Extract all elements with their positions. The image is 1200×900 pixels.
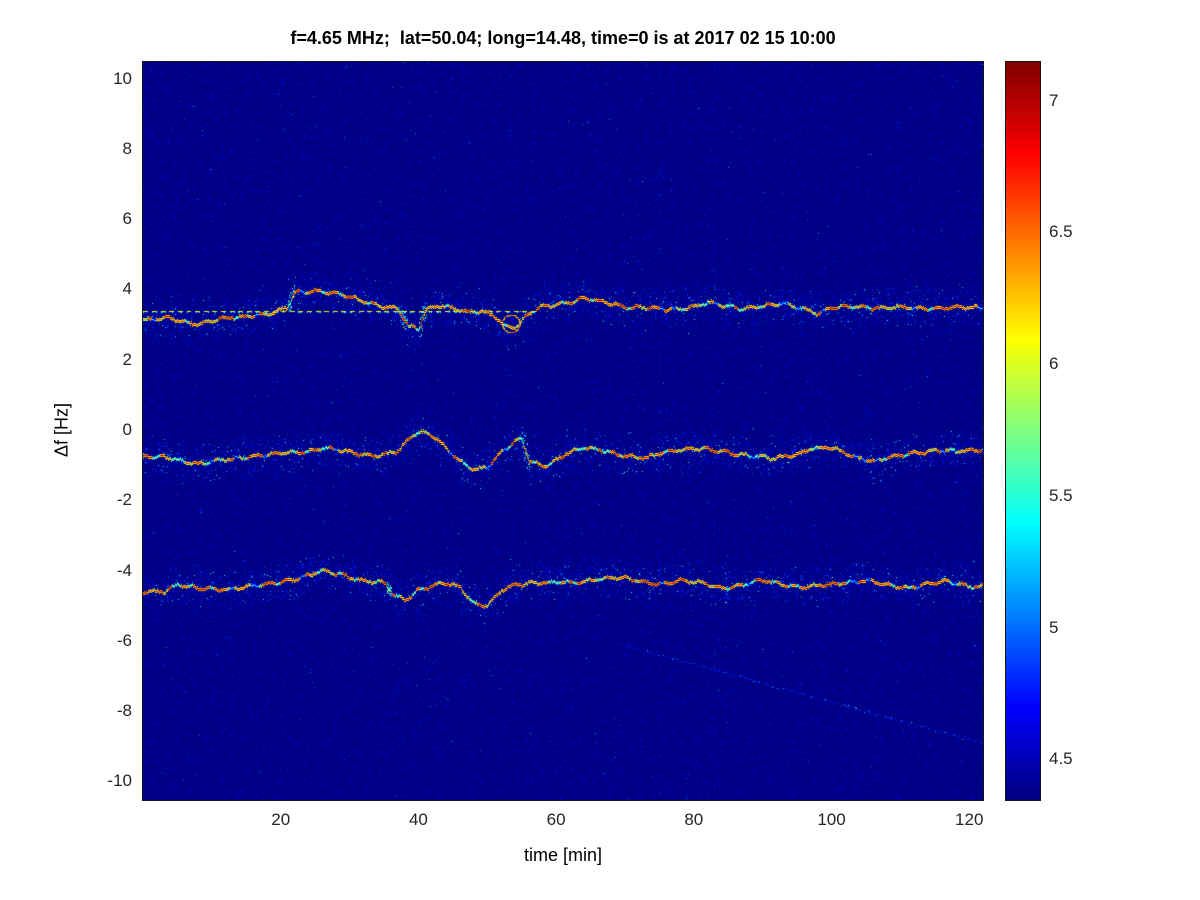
y-tick-label: -4 bbox=[116, 560, 132, 580]
x-axis-label: time [min] bbox=[523, 845, 602, 865]
plot-area bbox=[142, 61, 984, 801]
y-tick-label: -10 bbox=[107, 771, 132, 791]
chart-title: f=4.65 MHz; lat=50.04; long=14.48, time=… bbox=[290, 28, 836, 48]
y-tick-label: -6 bbox=[116, 630, 132, 650]
y-tick-label: 6 bbox=[122, 209, 132, 229]
colorbar-tick-label: 5 bbox=[1049, 617, 1059, 637]
colorbar-tick-label: 4.5 bbox=[1049, 749, 1073, 769]
y-tick-label: -8 bbox=[116, 701, 132, 721]
x-tick-label: 80 bbox=[684, 810, 704, 829]
colorbar-tick-label: 5.5 bbox=[1049, 485, 1073, 505]
x-tick-label: 20 bbox=[271, 810, 291, 829]
colorbar-canvas bbox=[1006, 62, 1040, 800]
y-tick-label: 10 bbox=[113, 68, 132, 88]
x-tick-label: 100 bbox=[817, 810, 846, 829]
y-tick-label: 8 bbox=[122, 138, 132, 158]
colorbar-tick-label: 7 bbox=[1049, 90, 1059, 110]
y-tick-label: 2 bbox=[122, 349, 132, 369]
y-tick-label: 0 bbox=[122, 420, 132, 439]
colorbar-tick-label: 6 bbox=[1049, 354, 1059, 374]
y-tick-label: -2 bbox=[116, 490, 132, 510]
y-tick-label: 4 bbox=[122, 279, 132, 299]
x-tick-label: 120 bbox=[955, 810, 984, 829]
colorbar-tick-label: 6.5 bbox=[1049, 222, 1073, 242]
x-tick-label: 40 bbox=[408, 810, 428, 829]
x-tick-label: 60 bbox=[546, 810, 566, 829]
spectrogram-canvas bbox=[143, 62, 983, 800]
colorbar bbox=[1005, 61, 1041, 801]
